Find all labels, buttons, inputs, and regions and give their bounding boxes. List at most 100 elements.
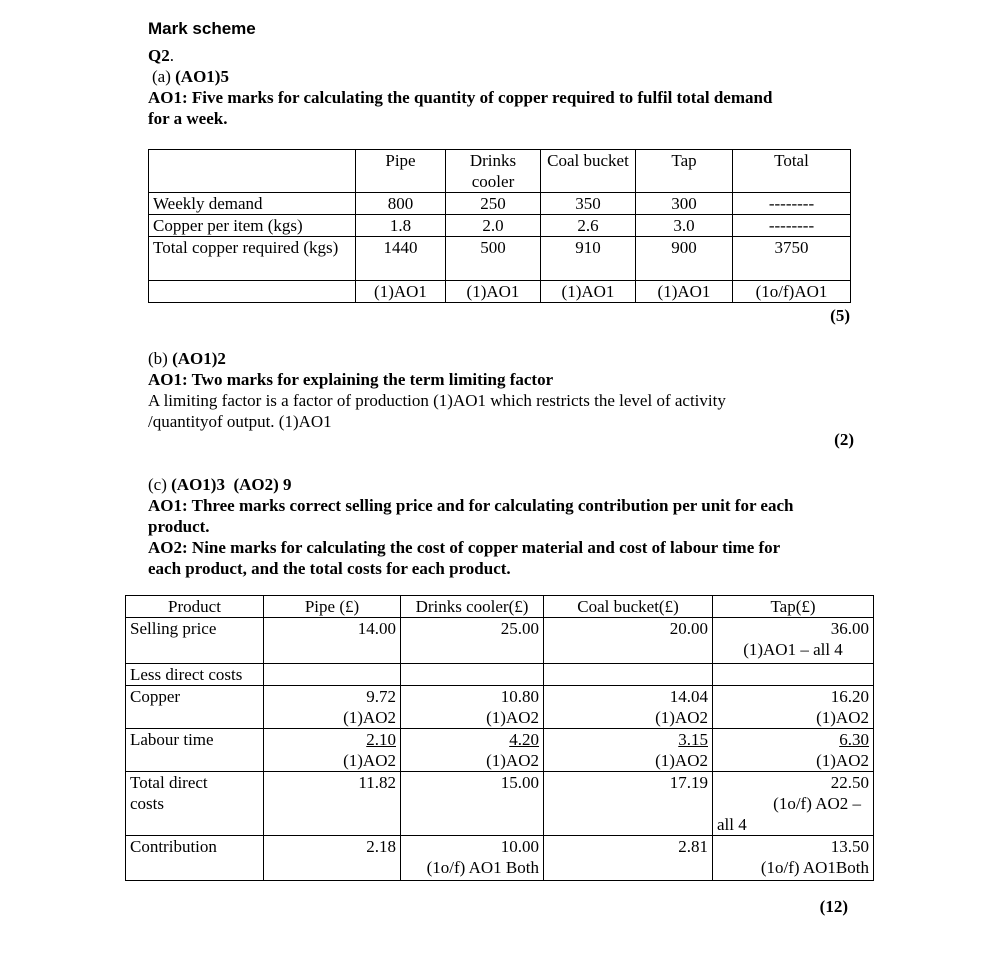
copper-tap-mark: (1)AO2 bbox=[816, 708, 869, 727]
contribution-drinks-value: 10.00 bbox=[500, 837, 539, 856]
selling-price-pipe: 14.00 bbox=[263, 617, 401, 664]
table1-header-blank bbox=[148, 149, 356, 193]
table1-row-weekly-demand: Weekly demand 800 250 350 300 -------- bbox=[148, 192, 851, 215]
table2-header-coal-bucket: Coal bucket(£) bbox=[543, 595, 713, 618]
section-b-marks: (2) bbox=[834, 430, 854, 449]
less-direct-coal bbox=[543, 663, 713, 686]
table2-row-copper: Copper 9.72 (1)AO2 10.80 (1)AO2 14.04 (1… bbox=[125, 685, 874, 729]
section-a-label: (a) (AO1)5 bbox=[152, 67, 229, 86]
marks-total: (1o/f)AO1 bbox=[732, 280, 851, 303]
copper-per-item-drinks: 2.0 bbox=[445, 214, 541, 237]
copper-pipe-value: 9.72 bbox=[366, 687, 396, 706]
table2-row-labour-time: Labour time 2.10 (1)AO2 4.20 (1)AO2 3.15… bbox=[125, 728, 874, 772]
section-c-marks: (12) bbox=[819, 897, 848, 916]
section-b-answer-line-2: /quantityof output. (1)AO1 bbox=[148, 412, 332, 431]
total-copper-tap: 900 bbox=[635, 236, 733, 281]
row-label: Weekly demand bbox=[148, 192, 356, 215]
total-direct-tap-mark-line2: all 4 bbox=[717, 815, 747, 834]
copper-demand-table: Pipe Drinks cooler Coal bucket Tap Total… bbox=[148, 149, 851, 303]
weekly-demand-pipe: 800 bbox=[355, 192, 446, 215]
marks-coal: (1)AO1 bbox=[540, 280, 636, 303]
table1-header-row: Pipe Drinks cooler Coal bucket Tap Total bbox=[148, 149, 851, 193]
total-direct-tap-mark-line1: (1o/f) AO2 – bbox=[773, 794, 861, 813]
less-direct-drinks bbox=[400, 663, 544, 686]
section-b-answer-line-1: A limiting factor is a factor of product… bbox=[148, 391, 726, 410]
labour-drinks-mark: (1)AO2 bbox=[486, 751, 539, 770]
contribution-tap: 13.50 (1o/f) AO1Both bbox=[712, 835, 874, 881]
copper-drinks: 10.80 (1)AO2 bbox=[400, 685, 544, 729]
row-label: Labour time bbox=[125, 728, 264, 772]
labour-pipe-value: 2.10 bbox=[366, 730, 396, 749]
labour-tap-value: 6.30 bbox=[839, 730, 869, 749]
copper-per-item-pipe: 1.8 bbox=[355, 214, 446, 237]
contribution-tap-mark: (1o/f) AO1Both bbox=[760, 858, 869, 877]
selling-price-tap: 36.00 (1)AO1 – all 4 bbox=[712, 617, 874, 664]
section-c: (c) (AO1)3 (AO2) 9 AO1: Three marks corr… bbox=[148, 474, 793, 579]
contribution-drinks: 10.00 (1o/f) AO1 Both bbox=[400, 835, 544, 881]
table1-header-total: Total bbox=[732, 149, 851, 193]
section-c-ao2-line-2: each product, and the total costs for ea… bbox=[148, 559, 511, 578]
contribution-pipe: 2.18 bbox=[263, 835, 401, 881]
weekly-demand-coal: 350 bbox=[540, 192, 636, 215]
page-title: Mark scheme bbox=[148, 19, 256, 38]
table2-header-drinks-cooler: Drinks cooler(£) bbox=[400, 595, 544, 618]
weekly-demand-total: -------- bbox=[732, 192, 851, 215]
total-direct-tap-value: 22.50 bbox=[830, 773, 869, 792]
copper-drinks-value: 10.80 bbox=[500, 687, 539, 706]
section-c-ao1-line-1: AO1: Three marks correct selling price a… bbox=[148, 496, 794, 515]
labour-pipe-mark: (1)AO2 bbox=[343, 751, 396, 770]
labour-coal-mark: (1)AO2 bbox=[655, 751, 708, 770]
copper-per-item-total: -------- bbox=[732, 214, 851, 237]
selling-price-drinks: 25.00 bbox=[400, 617, 544, 664]
marks-tap: (1)AO1 bbox=[635, 280, 733, 303]
table2-row-contribution: Contribution 2.18 10.00 (1o/f) AO1 Both … bbox=[125, 835, 874, 881]
section-b-criteria: AO1: Two marks for explaining the term l… bbox=[148, 370, 554, 389]
row-label: Copper per item (kgs) bbox=[148, 214, 356, 237]
table2-header-tap: Tap(£) bbox=[712, 595, 874, 618]
copper-tap-value: 16.20 bbox=[830, 687, 869, 706]
row-label: Selling price bbox=[125, 617, 264, 664]
table1-row-total-copper-required: Total copper required (kgs) 1440 500 910… bbox=[148, 236, 851, 281]
total-direct-drinks: 15.00 bbox=[400, 771, 544, 836]
copper-drinks-mark: (1)AO2 bbox=[486, 708, 539, 727]
contribution-tap-value: 13.50 bbox=[830, 837, 869, 856]
copper-pipe-mark: (1)AO2 bbox=[343, 708, 396, 727]
total-copper-total: 3750 bbox=[732, 236, 851, 281]
row-label: Contribution bbox=[125, 835, 264, 881]
copper-coal-mark: (1)AO2 bbox=[655, 708, 708, 727]
less-direct-pipe bbox=[263, 663, 401, 686]
row-label: Total copper required (kgs) bbox=[148, 236, 356, 281]
table1-header-coal-bucket: Coal bucket bbox=[540, 149, 636, 193]
marks-drinks: (1)AO1 bbox=[445, 280, 541, 303]
weekly-demand-tap: 300 bbox=[635, 192, 733, 215]
labour-drinks-value: 4.20 bbox=[509, 730, 539, 749]
weekly-demand-drinks: 250 bbox=[445, 192, 541, 215]
section-a-header: Q2. (a) (AO1)5 AO1: Five marks for calcu… bbox=[148, 45, 772, 129]
table2-row-selling-price: Selling price 14.00 25.00 20.00 36.00 (1… bbox=[125, 617, 874, 664]
section-c-label: (c) (AO1)3 (AO2) 9 bbox=[148, 475, 292, 494]
table1-row-marks: (1)AO1 (1)AO1 (1)AO1 (1)AO1 (1o/f)AO1 bbox=[148, 280, 851, 303]
row-label: Copper bbox=[125, 685, 264, 729]
copper-per-item-tap: 3.0 bbox=[635, 214, 733, 237]
question-number: Q2. bbox=[148, 46, 174, 65]
table2-header-row: Product Pipe (£) Drinks cooler(£) Coal b… bbox=[125, 595, 874, 618]
marks-pipe: (1)AO1 bbox=[355, 280, 446, 303]
total-direct-coal: 17.19 bbox=[543, 771, 713, 836]
selling-price-coal: 20.00 bbox=[543, 617, 713, 664]
table1-row-copper-per-item: Copper per item (kgs) 1.8 2.0 2.6 3.0 --… bbox=[148, 214, 851, 237]
copper-tap: 16.20 (1)AO2 bbox=[712, 685, 874, 729]
contribution-coal: 2.81 bbox=[543, 835, 713, 881]
table1-header-pipe: Pipe bbox=[355, 149, 446, 193]
copper-coal-value: 14.04 bbox=[669, 687, 708, 706]
copper-per-item-coal: 2.6 bbox=[540, 214, 636, 237]
labour-pipe: 2.10 (1)AO2 bbox=[263, 728, 401, 772]
table2-row-less-direct-costs: Less direct costs bbox=[125, 663, 874, 686]
table1-header-tap: Tap bbox=[635, 149, 733, 193]
selling-price-tap-mark: (1)AO1 – all 4 bbox=[743, 640, 843, 659]
total-copper-pipe: 1440 bbox=[355, 236, 446, 281]
section-a-marks: (5) bbox=[830, 306, 850, 325]
less-direct-tap bbox=[712, 663, 874, 686]
total-direct-pipe: 11.82 bbox=[263, 771, 401, 836]
copper-coal: 14.04 (1)AO2 bbox=[543, 685, 713, 729]
